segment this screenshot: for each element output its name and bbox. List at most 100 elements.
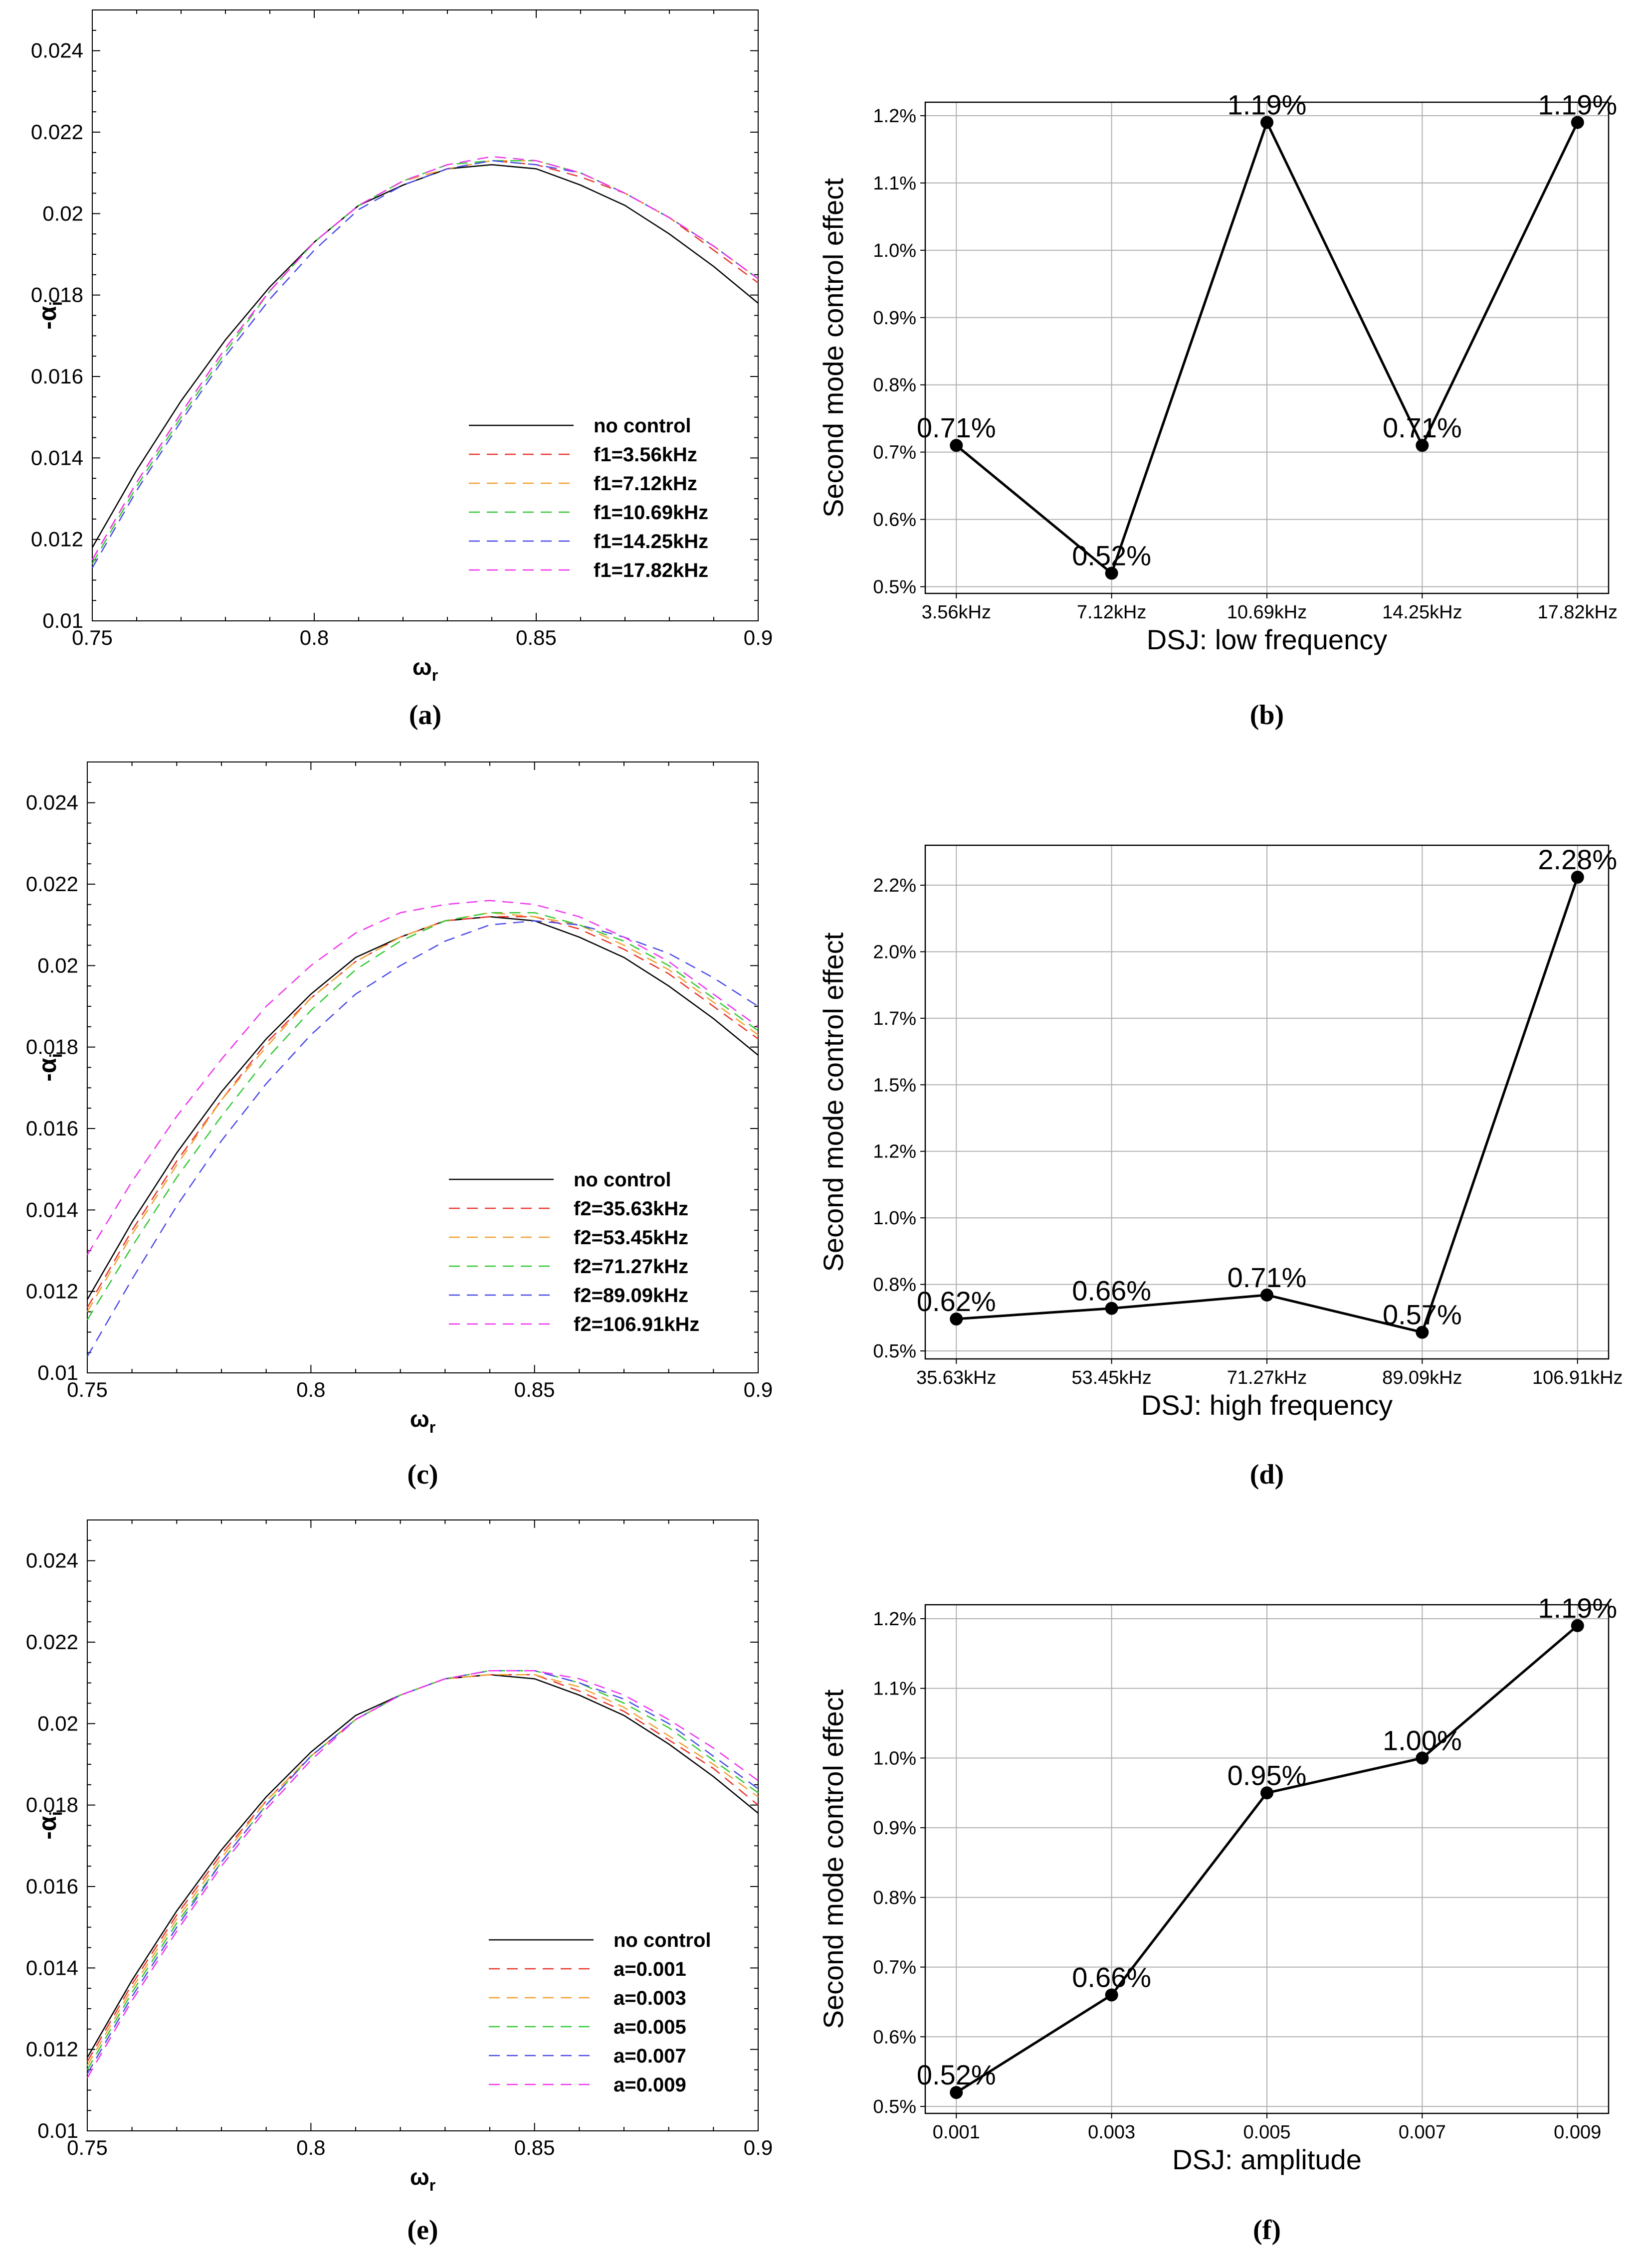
legend-label: f1=10.69kHz bbox=[594, 502, 708, 524]
y-tick-label: 1.1% bbox=[873, 1679, 916, 1700]
data-label: 0.71% bbox=[1383, 412, 1462, 443]
series-line bbox=[86, 1670, 759, 2079]
data-label: 0.52% bbox=[1072, 540, 1151, 571]
caption: (c) bbox=[407, 1459, 438, 1490]
y-tick-label: 0.8% bbox=[873, 375, 916, 396]
data-label: 1.19% bbox=[1228, 89, 1307, 120]
y-tick-label: 0.8% bbox=[873, 1275, 916, 1296]
y-tick-label: 0.02 bbox=[37, 953, 78, 977]
y-tick-label: 0.5% bbox=[873, 2096, 916, 2117]
series-line bbox=[91, 160, 759, 561]
x-tick-label: 53.45kHz bbox=[1071, 1367, 1152, 1388]
x-axis-label: ωr bbox=[412, 654, 438, 684]
y-tick-label: 0.7% bbox=[873, 1957, 916, 1978]
y-tick-label: 0.01 bbox=[37, 2119, 78, 2142]
y-tick-label: 1.2% bbox=[873, 1609, 916, 1630]
legend-label: a=0.001 bbox=[614, 1958, 686, 1980]
x-tick-label: 0.009 bbox=[1554, 2122, 1601, 2143]
y-tick-label: 0.024 bbox=[31, 39, 83, 62]
data-point bbox=[950, 2086, 963, 2099]
data-label: 0.71% bbox=[917, 412, 996, 443]
x-tick-label: 0.001 bbox=[933, 2122, 980, 2143]
x-axis-label: DSJ: amplitude bbox=[1172, 2144, 1362, 2175]
y-tick-label: 0.012 bbox=[26, 1280, 78, 1303]
y-tick-label: 0.022 bbox=[26, 1630, 78, 1654]
series-line bbox=[86, 912, 759, 1313]
data-point bbox=[1571, 1619, 1584, 1632]
legend-label: no control bbox=[574, 1169, 671, 1191]
y-tick-label: 0.7% bbox=[873, 442, 916, 463]
panel-d: 35.63kHz 53.45kHz 71.27kHz 89.09kHz 106.91kH… bbox=[818, 844, 1623, 1490]
panel-b: 3.56kHz 7.12kHz 10.69kHz 14.25kHz 17.82kHz 0.… bbox=[818, 89, 1618, 731]
y-tick-label: 0.02 bbox=[37, 1711, 78, 1735]
legend-label: a=0.005 bbox=[614, 2016, 686, 2038]
legend-label: f2=35.63kHz bbox=[574, 1198, 688, 1220]
x-tick-label: 0.8 bbox=[296, 2136, 325, 2159]
data-point bbox=[1571, 871, 1584, 884]
legend-label: f1=14.25kHz bbox=[594, 531, 708, 553]
y-tick-label: 0.014 bbox=[26, 1956, 78, 1979]
caption: (a) bbox=[409, 700, 441, 731]
x-tick-label: 0.85 bbox=[516, 626, 557, 649]
x-axis-label: ωr bbox=[410, 2164, 435, 2194]
y-tick-label: 0.01 bbox=[37, 1361, 78, 1384]
legend-label: no control bbox=[594, 415, 691, 437]
x-tick-label: 106.91kHz bbox=[1532, 1367, 1623, 1388]
data-label: 0.66% bbox=[1072, 1961, 1151, 1993]
x-tick-label: 0.005 bbox=[1243, 2122, 1290, 2143]
y-tick-label: 0.9% bbox=[873, 1818, 916, 1839]
y-tick-label: 1.0% bbox=[873, 1748, 916, 1769]
data-point bbox=[1105, 1988, 1118, 2002]
data-point bbox=[1260, 116, 1273, 129]
data-label: 0.71% bbox=[1228, 1262, 1307, 1293]
y-tick-label: 0.024 bbox=[26, 791, 78, 814]
data-label: 0.52% bbox=[917, 2059, 996, 2090]
plot-frame bbox=[87, 1519, 759, 2131]
series-line bbox=[91, 160, 759, 568]
data-point bbox=[1105, 1302, 1118, 1315]
plot-frame bbox=[87, 761, 759, 1373]
series-line bbox=[91, 156, 759, 561]
y-tick-label: 0.01 bbox=[42, 609, 83, 632]
y-tick-label: 0.012 bbox=[26, 2038, 78, 2061]
series-line bbox=[86, 1670, 759, 2075]
legend-label: f2=71.27kHz bbox=[574, 1256, 688, 1278]
y-tick-label: 0.018 bbox=[26, 1793, 78, 1817]
y-tick-label: 0.012 bbox=[31, 528, 83, 551]
x-tick-label: 0.75 bbox=[67, 2136, 108, 2159]
caption: (d) bbox=[1250, 1459, 1284, 1490]
series-line bbox=[91, 160, 759, 561]
x-tick-label: 3.56kHz bbox=[922, 602, 991, 623]
legend-label: f1=3.56kHz bbox=[594, 444, 697, 466]
panel-a: 0.75 0.8 0.85 0.9 0.01 0.012 0.014 0.016 0.018 0.… bbox=[31, 9, 773, 731]
x-tick-label: 0.9 bbox=[744, 626, 773, 649]
series-line bbox=[86, 916, 759, 1308]
y-tick-label: 2.2% bbox=[873, 875, 916, 896]
x-tick-label: 0.8 bbox=[296, 1378, 325, 1401]
y-tick-label: 0.022 bbox=[26, 872, 78, 896]
x-tick-label: 0.75 bbox=[72, 626, 113, 649]
y-tick-label: 0.5% bbox=[873, 1341, 916, 1362]
y-axis-label: -αi bbox=[33, 1811, 66, 1840]
caption: (b) bbox=[1250, 700, 1284, 731]
x-axis-label: ωr bbox=[410, 1406, 435, 1436]
y-axis-label: Second mode control effect bbox=[818, 1689, 849, 2029]
y-tick-label: 1.7% bbox=[873, 1008, 916, 1029]
y-tick-label: 0.016 bbox=[26, 1117, 78, 1140]
x-tick-label: 89.09kHz bbox=[1382, 1367, 1462, 1388]
x-tick-label: 0.85 bbox=[514, 1378, 555, 1401]
y-tick-label: 0.9% bbox=[873, 308, 916, 329]
x-tick-label: 0.9 bbox=[744, 1378, 773, 1401]
x-tick-label: 7.12kHz bbox=[1077, 602, 1146, 623]
y-tick-label: 0.6% bbox=[873, 510, 916, 531]
data-point bbox=[1260, 1786, 1273, 1800]
x-tick-label: 71.27kHz bbox=[1227, 1367, 1307, 1388]
x-tick-label: 0.007 bbox=[1399, 2122, 1446, 2143]
legend-label: f2=89.09kHz bbox=[574, 1285, 688, 1307]
series-line bbox=[86, 1670, 759, 2071]
data-point bbox=[950, 1312, 963, 1325]
series-line bbox=[86, 912, 759, 1321]
y-tick-label: 1.0% bbox=[873, 1208, 916, 1229]
x-tick-label: 0.85 bbox=[514, 2136, 555, 2159]
y-tick-label: 0.6% bbox=[873, 2027, 916, 2048]
